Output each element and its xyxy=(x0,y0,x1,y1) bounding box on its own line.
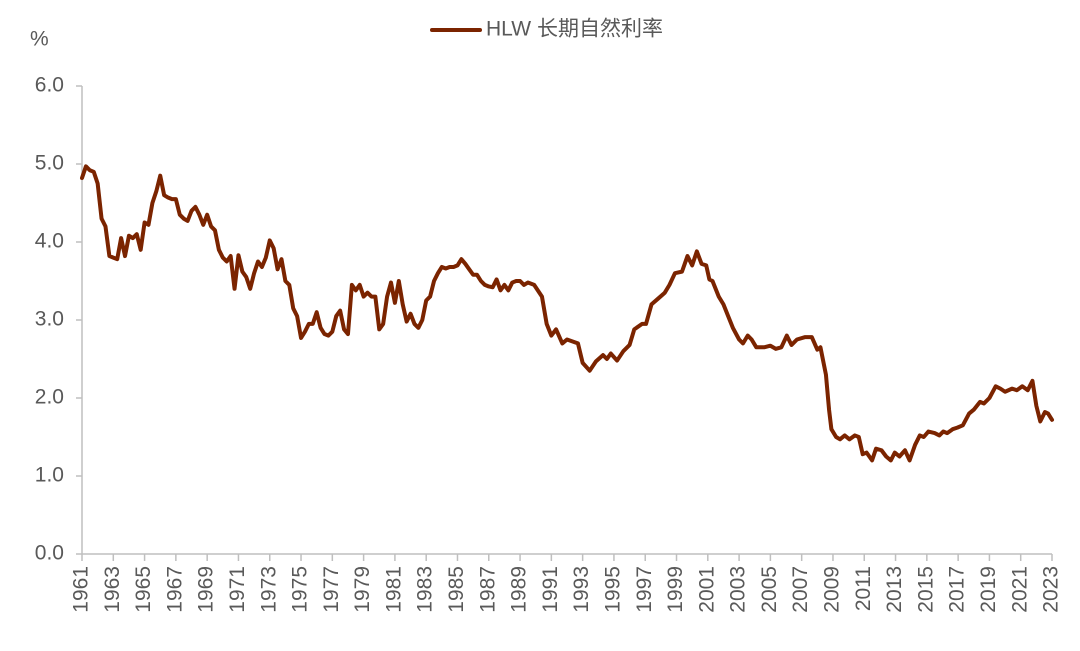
x-tick-label: 2013 xyxy=(883,566,906,613)
legend-label: HLW 长期自然利率 xyxy=(486,18,663,41)
y-tick-label: 5.0 xyxy=(35,152,64,175)
x-tick-label: 2009 xyxy=(821,566,844,613)
x-tick-label: 1997 xyxy=(633,566,656,613)
x-tick-label: 1983 xyxy=(414,566,437,613)
x-tick-label: 1965 xyxy=(132,566,155,613)
x-tick-label: 1999 xyxy=(664,566,687,613)
y-tick-label: 3.0 xyxy=(35,308,64,331)
x-tick-label: 1971 xyxy=(226,566,249,613)
x-tick-label: 1993 xyxy=(570,566,593,613)
y-unit: % xyxy=(30,28,49,51)
x-tick-label: 2005 xyxy=(758,566,781,613)
x-tick-label: 1981 xyxy=(382,566,405,613)
x-tick-label: 2023 xyxy=(1040,566,1063,613)
x-tick-label: 2011 xyxy=(852,566,875,611)
x-tick-label: 1961 xyxy=(70,566,93,613)
x-tick-label: 2021 xyxy=(1008,566,1031,613)
x-tick-label: 1985 xyxy=(445,566,468,613)
y-tick-label: 4.0 xyxy=(35,230,64,253)
series-line xyxy=(80,164,1054,463)
x-tick-label: 1975 xyxy=(289,566,312,613)
x-tick-label: 1973 xyxy=(257,566,280,613)
x-tick-label: 1995 xyxy=(601,566,624,613)
x-tick-label: 2019 xyxy=(977,566,1000,613)
y-tick-label: 2.0 xyxy=(35,386,64,409)
y-tick-label: 6.0 xyxy=(35,74,64,97)
x-tick-label: 1969 xyxy=(195,566,218,613)
x-tick-label: 1979 xyxy=(351,566,374,613)
x-tick-label: 2003 xyxy=(727,566,750,613)
x-tick-label: 1977 xyxy=(320,566,343,613)
x-tick-label: 2001 xyxy=(695,566,718,613)
x-tick-label: 1989 xyxy=(508,566,531,613)
x-tick-label: 2015 xyxy=(914,566,937,613)
y-tick-label: 0.0 xyxy=(35,542,64,565)
x-tick-label: 1963 xyxy=(101,566,124,613)
y-tick-label: 1.0 xyxy=(35,464,64,487)
x-tick-label: 1967 xyxy=(163,566,186,613)
x-tick-label: 2017 xyxy=(946,566,969,613)
x-tick-label: 1991 xyxy=(539,566,562,613)
x-tick-label: 1987 xyxy=(476,566,499,613)
x-tick-label: 2007 xyxy=(789,566,812,613)
